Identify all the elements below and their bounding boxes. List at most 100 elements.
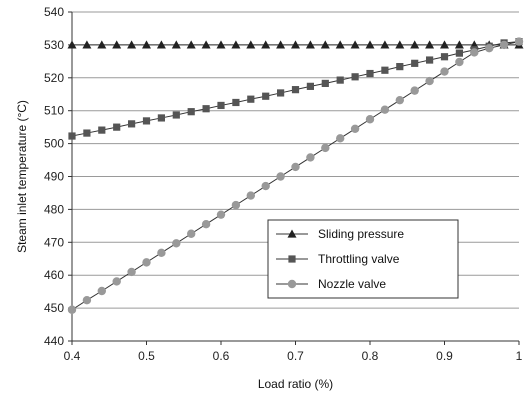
data-point: [470, 48, 479, 57]
legend-item: Throttling valve: [276, 252, 400, 266]
data-point: [306, 82, 314, 90]
y-axis-label: Steam inlet temperature (°C): [15, 100, 29, 253]
data-point: [67, 40, 77, 49]
data-point: [112, 277, 121, 286]
y-tick-label: 520: [44, 71, 64, 85]
y-tick-label: 490: [44, 170, 64, 184]
data-point: [350, 124, 360, 133]
legend-label: Nozzle valve: [318, 277, 386, 291]
data-point: [410, 40, 420, 49]
data-point: [232, 98, 240, 107]
data-point: [514, 37, 524, 46]
data-point: [68, 132, 76, 140]
y-tick-label: 530: [44, 38, 64, 52]
legend: Sliding pressure Throttling valve Nozzle v…: [267, 219, 459, 299]
series-group: [67, 37, 524, 314]
data-point: [440, 67, 449, 76]
data-point: [128, 120, 136, 128]
data-point: [172, 239, 181, 248]
x-axis-label: Load ratio (%): [258, 377, 333, 391]
y-tick-label: 540: [44, 5, 64, 19]
data-point: [335, 40, 345, 49]
data-point: [425, 40, 435, 49]
data-point: [216, 40, 226, 49]
data-point: [365, 40, 375, 49]
x-tick-label: 0.9: [436, 349, 453, 363]
data-point: [97, 286, 107, 296]
y-tick-label: 510: [44, 104, 64, 118]
y-tick-labels: 440 450 460 470 480 490 500 510 520 530 540: [44, 5, 64, 348]
x-tick-label: 0.6: [213, 349, 230, 363]
data-point: [381, 66, 389, 74]
legend-marker-circle-icon: [287, 279, 297, 289]
y-tick-label: 500: [44, 137, 64, 151]
data-point: [455, 49, 463, 57]
data-point: [231, 40, 241, 49]
y-tick-label: 480: [44, 202, 64, 216]
data-point: [142, 40, 151, 49]
data-point: [246, 40, 256, 49]
data-point: [380, 40, 390, 49]
data-point: [83, 129, 91, 137]
data-point: [246, 191, 255, 200]
data-point: [410, 86, 419, 95]
data-point: [411, 59, 419, 67]
data-point: [127, 40, 137, 49]
data-point: [247, 95, 255, 103]
data-point: [440, 53, 449, 61]
data-point: [217, 101, 225, 110]
data-point: [261, 181, 270, 191]
data-point: [366, 69, 374, 78]
legend-label: Throttling valve: [318, 252, 400, 266]
data-point: [261, 40, 271, 49]
data-point: [351, 73, 359, 81]
x-tick-label: 0.7: [287, 349, 304, 363]
data-point: [426, 56, 434, 64]
series-sliding-pressure: [67, 40, 524, 49]
data-point: [157, 114, 165, 122]
y-tick-label: 460: [44, 268, 64, 282]
legend-label: Sliding pressure: [318, 227, 404, 241]
data-point: [320, 40, 330, 49]
data-point: [157, 248, 166, 258]
data-point: [395, 95, 404, 105]
data-point: [291, 162, 300, 172]
data-point: [231, 200, 241, 210]
legend-marker-square-icon: [288, 255, 296, 263]
y-tick-label: 450: [44, 301, 64, 315]
data-point: [156, 40, 166, 49]
data-point: [201, 220, 211, 229]
data-point: [187, 108, 195, 116]
legend-marker-triangle-icon: [287, 229, 297, 238]
data-point: [187, 229, 196, 238]
data-point: [216, 210, 226, 219]
data-point: [201, 40, 211, 49]
data-point: [276, 172, 285, 181]
data-point: [276, 40, 286, 49]
data-point: [336, 76, 344, 84]
data-point: [395, 40, 405, 49]
data-point: [350, 40, 360, 49]
y-tick-label: 440: [44, 334, 64, 348]
data-point: [305, 40, 315, 49]
y-tick-label: 470: [44, 235, 64, 249]
x-tick-label: 0.4: [64, 349, 81, 363]
data-point: [425, 76, 434, 86]
x-tick-label: 0.5: [138, 349, 155, 363]
data-point: [98, 126, 106, 134]
data-point: [291, 40, 300, 49]
data-point: [82, 40, 92, 49]
data-point: [499, 40, 509, 50]
data-point: [202, 105, 210, 113]
data-point: [97, 40, 107, 49]
data-point: [396, 63, 404, 71]
x-tick-label: 0.8: [362, 349, 379, 363]
data-point: [171, 40, 181, 49]
data-point: [67, 305, 77, 314]
data-point: [321, 143, 330, 153]
legend-item: Nozzle valve: [276, 277, 386, 291]
data-point: [82, 296, 92, 305]
data-point: [454, 40, 464, 49]
data-point: [112, 40, 122, 49]
